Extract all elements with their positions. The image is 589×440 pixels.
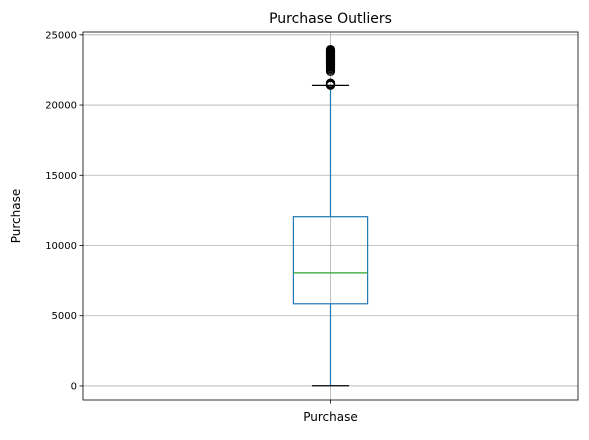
- y-tick-label: 0: [71, 381, 77, 392]
- y-tick-label: 15000: [45, 171, 77, 182]
- y-tick-label: 10000: [45, 241, 77, 252]
- x-tick-label: Purchase: [303, 410, 358, 424]
- y-tick-label: 25000: [45, 30, 77, 41]
- y-tick-label: 20000: [45, 101, 77, 112]
- y-tick-label: 5000: [52, 311, 77, 322]
- y-axis-label: Purchase: [9, 189, 23, 244]
- chart-title: Purchase Outliers: [269, 11, 392, 27]
